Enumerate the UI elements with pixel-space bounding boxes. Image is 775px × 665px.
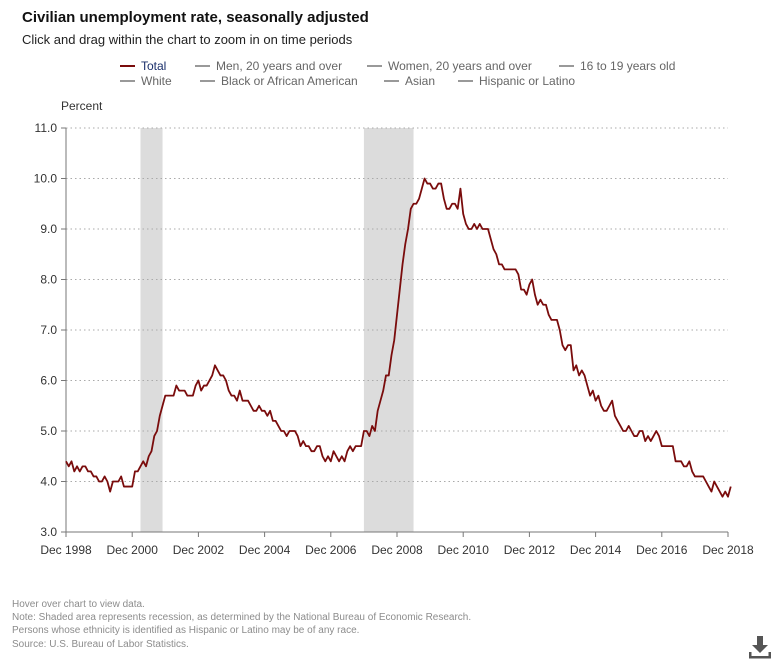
legend-swatch	[120, 79, 135, 82]
y-tick-label: 3.0	[40, 525, 57, 539]
y-tick-label: 5.0	[40, 424, 57, 438]
legend-swatch	[559, 64, 574, 67]
x-tick-label: Dec 2008	[371, 543, 423, 557]
legend-label: Men, 20 years and over	[216, 59, 343, 73]
legend-swatch	[195, 64, 210, 67]
note-hispanic: Persons whose ethnicity is identified as…	[12, 625, 360, 637]
download-button[interactable]	[748, 634, 772, 660]
legend-item-asian[interactable]: Asian	[384, 74, 435, 88]
legend-swatch	[367, 64, 382, 67]
series-layer	[65, 177, 732, 498]
x-tick-label: Dec 1998	[40, 543, 92, 557]
y-tick-label: 8.0	[40, 273, 57, 287]
y-tick-label: 11.0	[35, 121, 58, 135]
legend-label: Black or African American	[221, 74, 358, 88]
legend-item-women[interactable]: Women, 20 years and over	[367, 59, 532, 73]
y-tick-labels: 3.0 4.0 5.0 6.0 7.0 8.0 9.0 10.0 11.0	[34, 121, 66, 539]
x-tick-label: Dec 2010	[438, 543, 490, 557]
legend-swatch	[120, 64, 135, 67]
chart-subtitle: Click and drag within the chart to zoom …	[22, 32, 353, 47]
y-tick-label: 10.0	[34, 172, 58, 186]
y-tick-label: 7.0	[40, 323, 57, 337]
x-tick-label: Dec 2016	[636, 543, 688, 557]
x-tick-label: Dec 2000	[107, 543, 159, 557]
line-chart[interactable]: Percent 3.0 4.0 5.0 6.0 7.0 8.0 9.0 10.0 11.0 De…	[0, 0, 775, 570]
legend-swatch	[384, 79, 399, 82]
note-recession: Note: Shaded area represents recession, …	[12, 612, 472, 624]
legend-item-hispanic[interactable]: Hispanic or Latino	[458, 74, 575, 88]
chart-notes: Hover over chart to view data. Note: Sha…	[12, 598, 471, 651]
x-tick-label: Dec 2006	[305, 543, 357, 557]
x-tick-label: Dec 2014	[570, 543, 622, 557]
legend-item-teens[interactable]: 16 to 19 years old	[559, 59, 675, 73]
legend-swatch	[200, 79, 215, 82]
x-tick-labels: Dec 1998 Dec 2000 Dec 2002 Dec 2004 Dec 2006…	[40, 532, 754, 557]
y-tick-label: 9.0	[40, 222, 57, 236]
legend-label: Women, 20 years and over	[388, 59, 532, 73]
recession-band-2	[363, 128, 414, 532]
legend-label: 16 to 19 years old	[580, 59, 676, 73]
legend-item-white[interactable]: White	[120, 74, 172, 88]
download-icon	[749, 636, 771, 659]
x-tick-label: Dec 2004	[239, 543, 291, 557]
note-source: Source: U.S. Bureau of Labor Statistics.	[12, 638, 189, 650]
y-tick-label: 6.0	[40, 374, 57, 388]
legend-item-total[interactable]: Total	[120, 59, 166, 73]
legend-label: Hispanic or Latino	[479, 74, 576, 88]
legend-label: White	[141, 74, 172, 88]
legend-label: Total	[141, 59, 167, 73]
x-tick-label: Dec 2018	[702, 543, 754, 557]
series-line-total[interactable]	[65, 177, 732, 498]
x-tick-label: Dec 2012	[504, 543, 556, 557]
x-tick-label: Dec 2002	[173, 543, 225, 557]
chart-title: Civilian unemployment rate, seasonally a…	[22, 9, 369, 26]
legend-label: Asian	[405, 74, 436, 88]
legend-swatch	[458, 79, 473, 82]
legend-item-men[interactable]: Men, 20 years and over	[195, 59, 342, 73]
y-axis-label: Percent	[61, 99, 103, 113]
note-hover: Hover over chart to view data.	[12, 599, 145, 610]
legend-item-black[interactable]: Black or African American	[200, 74, 358, 88]
y-tick-label: 4.0	[40, 475, 57, 489]
